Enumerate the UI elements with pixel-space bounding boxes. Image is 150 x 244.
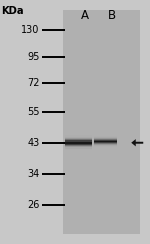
Bar bbox=[65, 138, 92, 139]
Bar bbox=[94, 145, 117, 146]
FancyArrow shape bbox=[131, 139, 143, 146]
Bar bbox=[65, 139, 92, 140]
Bar bbox=[65, 148, 92, 150]
Bar bbox=[65, 141, 92, 143]
Bar bbox=[94, 137, 117, 139]
Text: 55: 55 bbox=[27, 107, 40, 117]
Text: A: A bbox=[81, 9, 89, 21]
Bar bbox=[94, 137, 117, 138]
Text: KDa: KDa bbox=[2, 6, 24, 16]
Text: 72: 72 bbox=[27, 79, 40, 88]
Bar bbox=[65, 146, 92, 147]
Bar bbox=[65, 142, 92, 144]
Text: B: B bbox=[108, 9, 116, 21]
Bar bbox=[65, 135, 92, 137]
Text: 26: 26 bbox=[27, 201, 40, 210]
Bar bbox=[65, 147, 92, 149]
Bar bbox=[94, 138, 117, 140]
Bar bbox=[65, 144, 92, 145]
Bar bbox=[94, 144, 117, 145]
Text: 130: 130 bbox=[21, 25, 40, 35]
Bar bbox=[94, 142, 117, 143]
Bar bbox=[94, 143, 117, 144]
Text: 34: 34 bbox=[27, 170, 40, 179]
Text: 43: 43 bbox=[27, 138, 40, 148]
Bar bbox=[65, 145, 92, 146]
Text: 95: 95 bbox=[27, 52, 40, 61]
Bar bbox=[94, 140, 117, 142]
Bar bbox=[94, 136, 117, 137]
Bar bbox=[65, 140, 92, 142]
Bar bbox=[63, 10, 140, 234]
Bar bbox=[94, 146, 117, 147]
Bar bbox=[94, 139, 117, 141]
Bar bbox=[65, 137, 92, 138]
Bar bbox=[94, 141, 117, 142]
